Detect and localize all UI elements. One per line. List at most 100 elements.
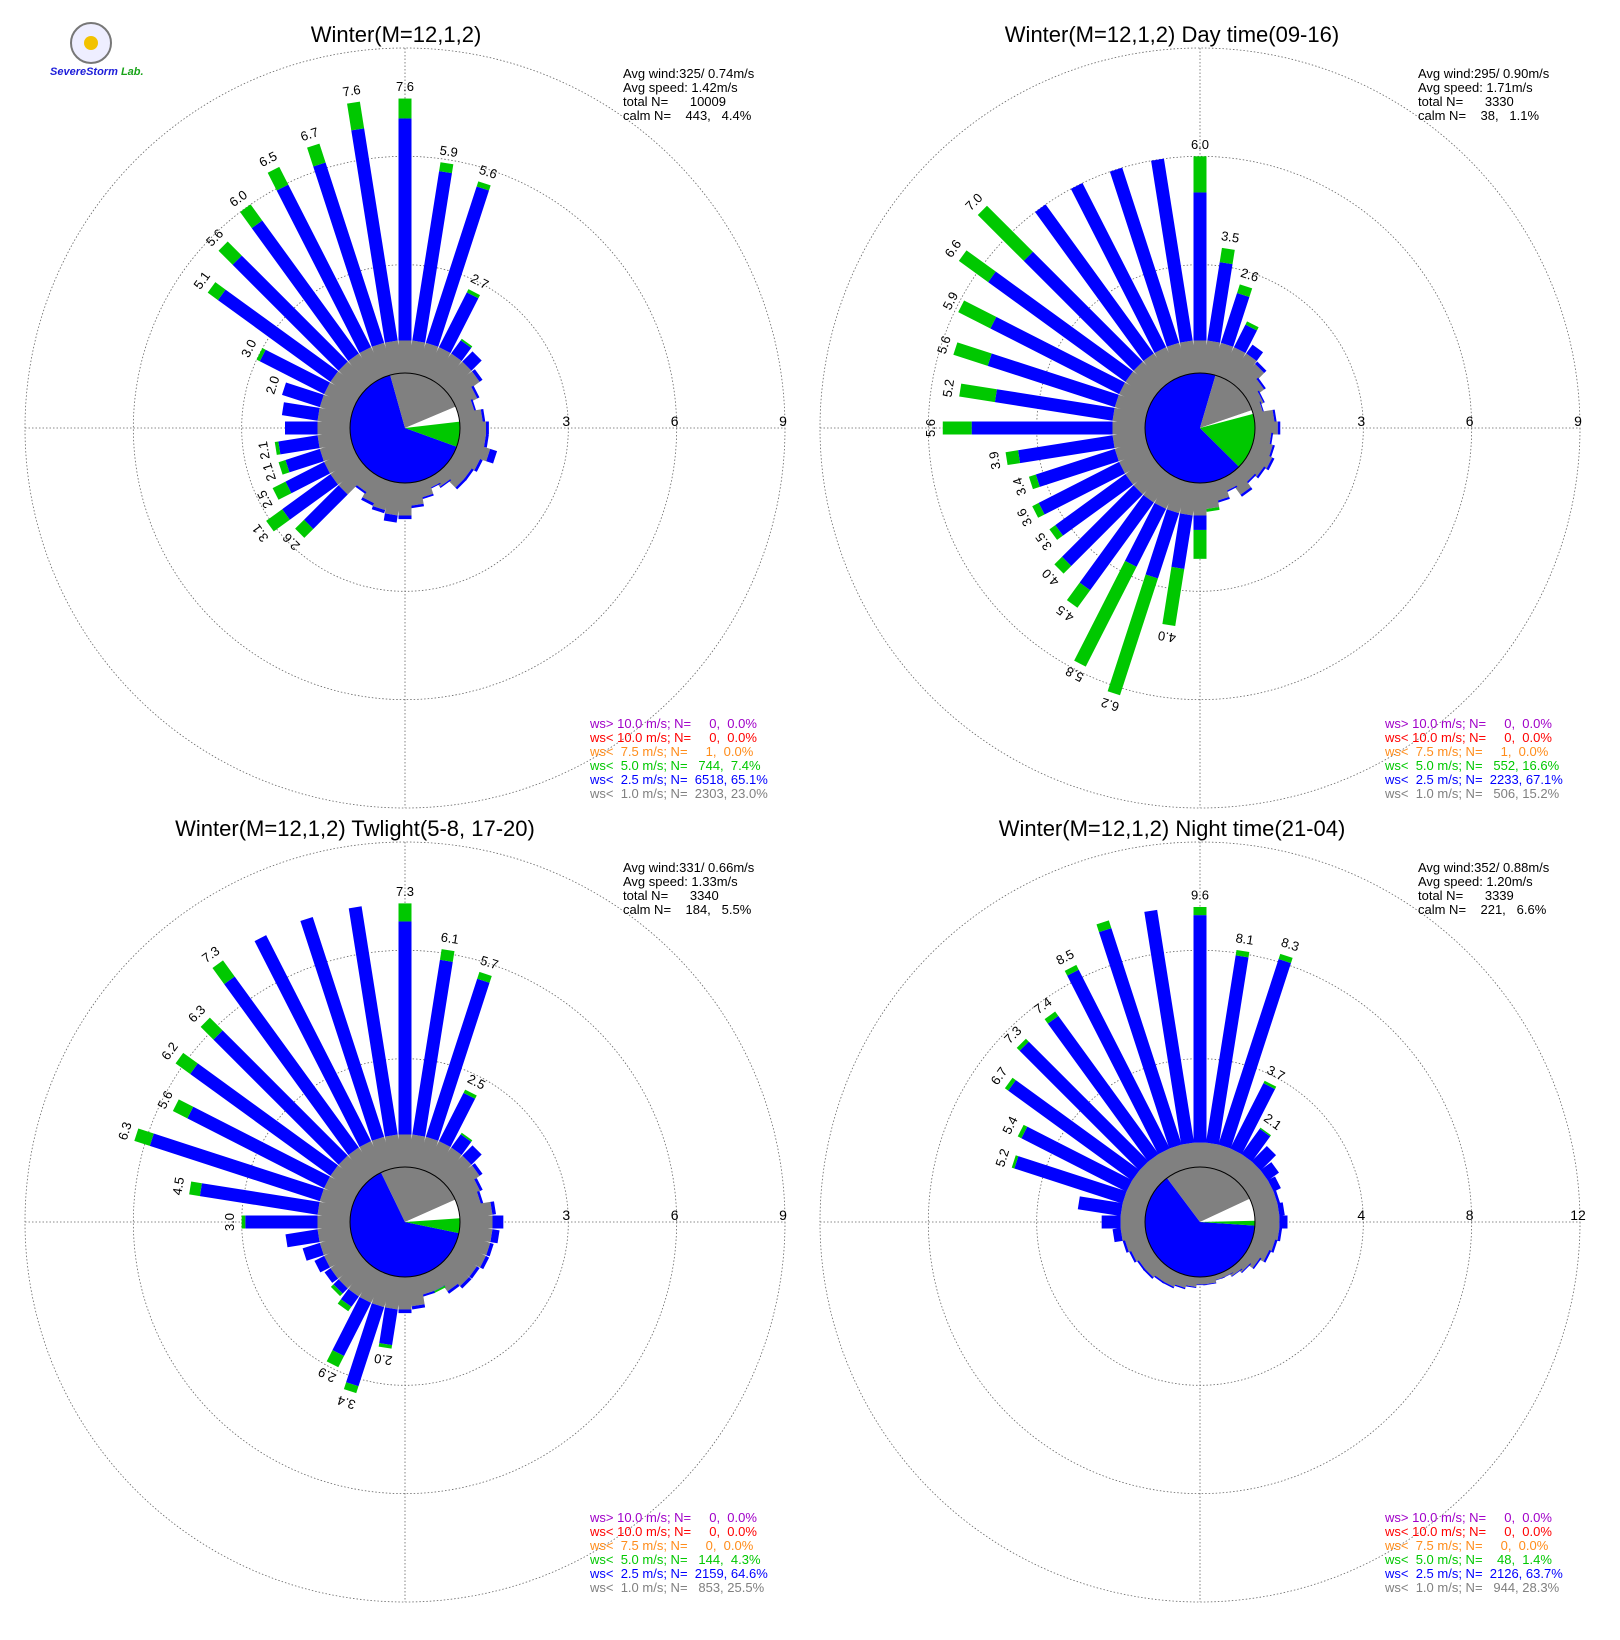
direction-bar — [1210, 284, 1253, 378]
bar-segment-lt25 — [1077, 1196, 1123, 1217]
bar-segment-lt25 — [480, 409, 486, 423]
bar-segment-lt25 — [1240, 487, 1253, 497]
bar-segment-lt5 — [1162, 566, 1185, 627]
direction-bar — [958, 300, 1154, 409]
bar-segment-lt5 — [1235, 949, 1250, 958]
stats-line: calm N= 184, 5.5% — [623, 902, 752, 917]
bar-segment-lt1 — [371, 1136, 395, 1172]
bar-segment-lt25 — [1018, 435, 1115, 464]
bar-value-label: 5.8 — [1063, 664, 1086, 686]
pie-slice-lt25 — [350, 375, 457, 483]
direction-bar — [1227, 468, 1253, 497]
bar-segment-lt1 — [338, 361, 371, 394]
legend-entry: ws< 5.0 m/s; N= 744, 7.4% — [589, 758, 761, 773]
bar-segment-lt1 — [359, 1268, 386, 1303]
logo-name: SevereStorm — [50, 66, 118, 78]
bar-segment-lt1 — [338, 1155, 371, 1188]
bar-segment-lt1 — [348, 1147, 378, 1182]
bar-segment-lt25 — [251, 220, 359, 362]
bar-value-label: 7.3 — [199, 943, 222, 966]
direction-bar — [1107, 478, 1190, 696]
direction-bar — [278, 438, 355, 475]
bar-segment-lt1 — [319, 1188, 355, 1212]
bar-segment-lt25 — [348, 906, 398, 1137]
bar-segment-lt5 — [241, 1215, 246, 1229]
bar-segment-lt25 — [1230, 1083, 1276, 1155]
ring-tick-label: 9 — [779, 1207, 787, 1223]
direction-bar — [407, 1275, 426, 1310]
bar-segment-lt5 — [1219, 247, 1235, 265]
bar-value-label: 2.6 — [1239, 265, 1261, 285]
bar-segment-lt5 — [1064, 964, 1079, 976]
bar-segment-lt5 — [460, 338, 473, 348]
bar-value-label: 6.3 — [185, 1002, 208, 1025]
bar-segment-lt25 — [438, 292, 479, 353]
bar-value-label: 4.0 — [1157, 628, 1177, 646]
pie-slice-lt25 — [1144, 1178, 1255, 1278]
direction-bar — [347, 101, 403, 375]
bar-segment-lt1 — [451, 447, 481, 471]
direction-bar — [460, 1215, 504, 1229]
bar-segment-lt5 — [1245, 321, 1259, 331]
bar-segment-lt25 — [1246, 344, 1264, 362]
bar-segment-lt5 — [439, 949, 455, 962]
bar-segment-lt1 — [359, 1141, 386, 1176]
direction-bar — [326, 1268, 386, 1368]
bar-segment-lt25 — [1171, 513, 1193, 569]
direction-bar — [1143, 1256, 1166, 1279]
bar-segment-lt25 — [1260, 1162, 1279, 1181]
legend-entry: ws< 1.0 m/s; N= 853, 25.5% — [589, 1580, 765, 1595]
bar-segment-lt1 — [1112, 430, 1147, 449]
bar-segment-lt1 — [1210, 1144, 1231, 1172]
bar-segment-lt25 — [332, 1297, 372, 1357]
bar-segment-lt25 — [340, 1288, 359, 1307]
bar-segment-lt25 — [232, 255, 348, 371]
bar-segment-lt25 — [1183, 1284, 1197, 1289]
bar-segment-lt25 — [1207, 262, 1233, 343]
bar-segment-lt5 — [240, 204, 263, 229]
bar-segment-lt25 — [285, 448, 324, 473]
direction-bar — [134, 1128, 355, 1212]
legend-entry: ws< 1.0 m/s; N= 944, 28.3% — [1384, 1580, 1560, 1595]
stats-line: Avg wind:325/ 0.74m/s — [623, 66, 755, 81]
bar-segment-lt25 — [1277, 1227, 1283, 1242]
bar-segment-lt25 — [485, 421, 489, 435]
legend-entry: ws< 5.0 m/s; N= 552, 16.6% — [1384, 758, 1560, 773]
direction-bar — [1011, 1155, 1150, 1212]
direction-bar — [240, 204, 378, 388]
bar-segment-lt1 — [317, 1224, 352, 1243]
legend-entry: ws< 7.5 m/s; N= 1, 0.0% — [589, 744, 754, 759]
bar-value-label: 3.7 — [1264, 1062, 1287, 1084]
logo-text: SevereStorm Lab. — [50, 66, 144, 78]
bar-segment-lt25 — [276, 184, 372, 353]
bar-segment-lt25 — [1271, 1239, 1278, 1253]
bar-segment-lt1 — [1133, 462, 1166, 495]
bar-segment-lt5 — [958, 250, 996, 283]
direction-bar — [207, 282, 365, 401]
chart-title: Winter(M=12,1,2) Day time(09-16) — [1005, 22, 1339, 47]
bar-value-label: 5.6 — [923, 419, 938, 437]
direction-bar — [272, 447, 359, 500]
direction-bar — [424, 289, 481, 382]
bar-segment-lt25 — [1251, 1145, 1277, 1171]
bar-segment-lt1 — [319, 438, 355, 462]
bar-segment-lt25 — [447, 1283, 460, 1294]
ring-tick-label: 6 — [671, 1207, 679, 1223]
bar-segment-lt25 — [971, 421, 1113, 435]
bar-segment-lt1 — [330, 1249, 365, 1279]
direction-bar — [172, 1099, 359, 1203]
bar-value-label: 7.4 — [1031, 994, 1054, 1017]
direction-bar — [455, 438, 498, 464]
bar-segment-lt5 — [398, 98, 412, 119]
bar-segment-lt5 — [172, 1099, 194, 1119]
bar-segment-lt5 — [337, 1299, 352, 1312]
bar-segment-lt1 — [1125, 455, 1160, 485]
stats-line: Avg speed: 1.42m/s — [623, 80, 738, 95]
bar-segment-lt5 — [1066, 582, 1091, 608]
bar-segment-lt25 — [486, 1242, 494, 1257]
bar-segment-lt25 — [398, 118, 412, 341]
bar-segment-lt1 — [439, 361, 472, 394]
bar-value-label: 5.2 — [939, 378, 957, 398]
bar-value-label: 3.6 — [1014, 506, 1036, 529]
